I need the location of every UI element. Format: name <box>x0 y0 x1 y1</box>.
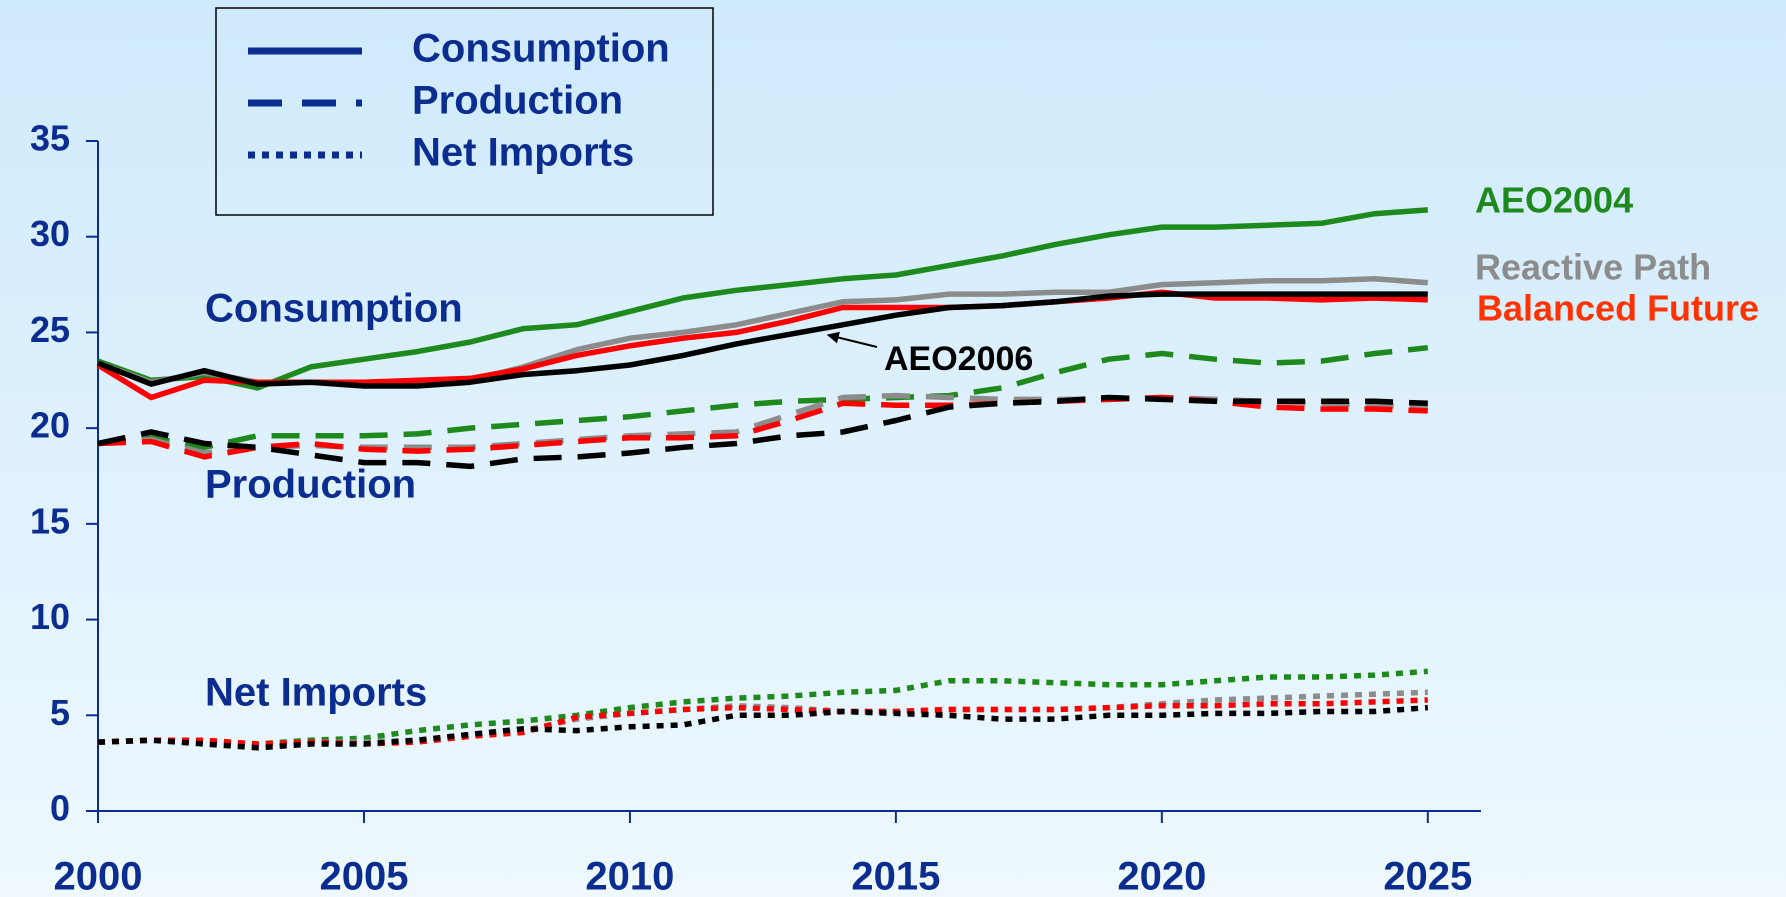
series-line <box>96 291 1428 389</box>
series-label: AEO2006 <box>884 340 1033 378</box>
y-tick-label: 0 <box>50 788 70 829</box>
series-line <box>97 697 1428 747</box>
x-tick-label: 2020 <box>1117 855 1206 897</box>
series-line <box>97 344 1429 451</box>
x-tick-label: 2010 <box>585 855 674 897</box>
annotation-arrow <box>826 331 878 348</box>
y-tick-label: 5 <box>50 692 70 733</box>
y-tick-label: 35 <box>30 118 70 159</box>
legend-box <box>215 7 714 216</box>
series-line <box>97 704 1429 751</box>
series-line <box>97 207 1428 391</box>
series-label: Balanced Future <box>1477 288 1759 329</box>
legend-label: Consumption <box>412 27 670 71</box>
series-label: Reactive Path <box>1475 247 1711 288</box>
y-tick-label: 20 <box>30 405 70 446</box>
series-line <box>97 394 1428 470</box>
x-tick-label: 2005 <box>319 855 408 897</box>
annotation: Production <box>205 463 416 507</box>
series-label: AEO2004 <box>1475 180 1633 221</box>
annotation: Consumption <box>205 287 463 331</box>
x-tick-label: 2025 <box>1383 855 1472 897</box>
y-tick-label: 10 <box>30 596 70 637</box>
legend-label: Net Imports <box>412 131 634 175</box>
y-tick-label: 25 <box>30 309 70 350</box>
y-tick-label: 30 <box>30 213 70 254</box>
series-line <box>97 668 1428 747</box>
annotation: Net Imports <box>205 671 427 715</box>
x-tick-label: 2015 <box>851 855 940 897</box>
series-line <box>97 689 1428 747</box>
legend-label: Production <box>412 79 623 123</box>
y-tick-label: 15 <box>30 500 70 541</box>
x-tick-label: 2000 <box>54 855 143 897</box>
